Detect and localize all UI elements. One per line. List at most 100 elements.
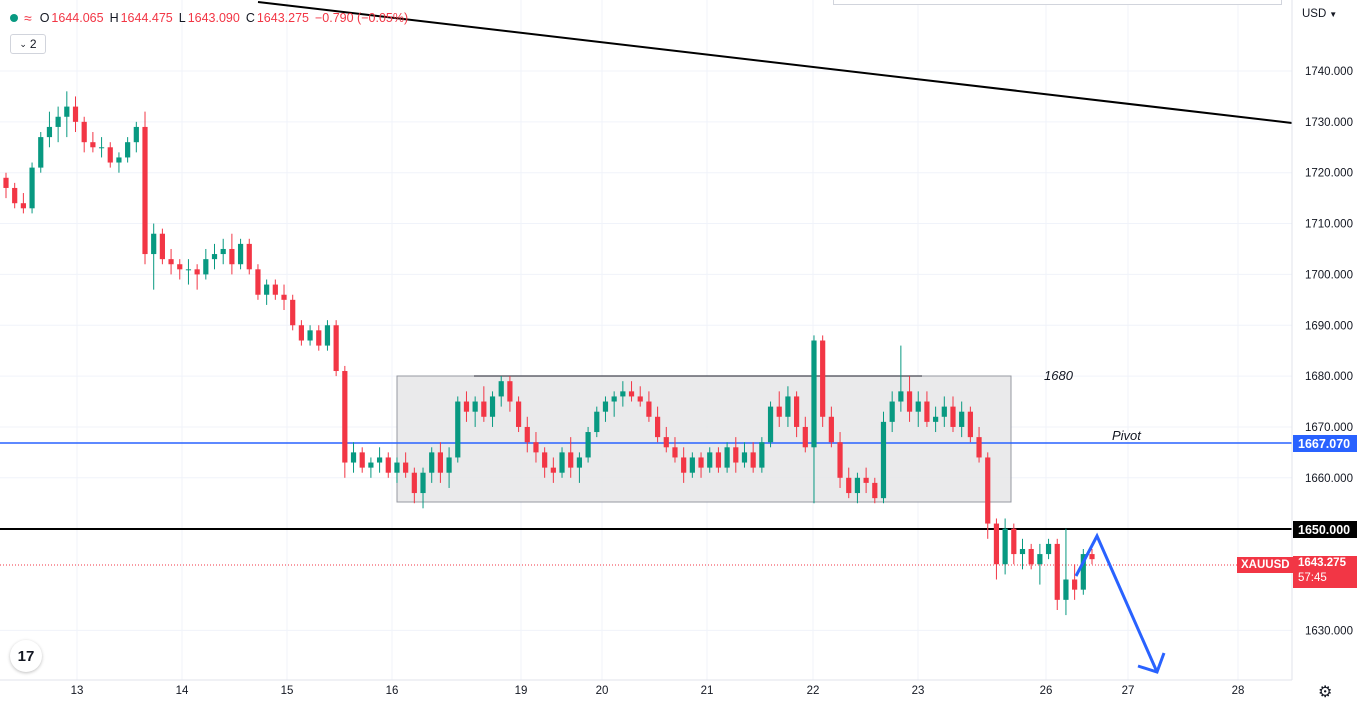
candle[interactable] (698, 452, 704, 478)
candle[interactable] (898, 345, 904, 412)
candle[interactable] (559, 447, 565, 478)
candle[interactable] (1054, 538, 1060, 611)
candle[interactable] (246, 238, 252, 275)
candle[interactable] (133, 121, 139, 153)
candle[interactable] (64, 91, 70, 138)
candle[interactable] (863, 467, 869, 494)
candle[interactable] (220, 238, 226, 265)
candle[interactable] (316, 325, 322, 351)
candle[interactable] (498, 376, 504, 407)
candle[interactable] (967, 406, 973, 443)
candle[interactable] (420, 467, 426, 509)
candle[interactable] (429, 447, 435, 483)
candle[interactable] (993, 518, 1000, 580)
candle[interactable] (98, 137, 105, 158)
candle[interactable] (689, 452, 695, 478)
candle[interactable] (924, 391, 930, 427)
candle[interactable] (837, 432, 843, 488)
candle[interactable] (264, 279, 270, 305)
candle[interactable] (620, 381, 626, 407)
candle[interactable] (194, 264, 200, 290)
candle[interactable] (750, 442, 756, 473)
candle[interactable] (950, 396, 956, 433)
candle[interactable] (12, 182, 18, 209)
candle[interactable] (646, 391, 652, 422)
candle[interactable] (785, 386, 791, 427)
candle[interactable] (959, 401, 965, 438)
candle[interactable] (933, 406, 939, 433)
candle[interactable] (1002, 518, 1008, 575)
candle[interactable] (107, 142, 113, 168)
candle[interactable] (307, 325, 313, 346)
candle[interactable] (602, 396, 609, 422)
candle[interactable] (524, 416, 530, 453)
tradingview-logo-icon[interactable]: 17 (10, 640, 42, 672)
candle[interactable] (1063, 528, 1069, 616)
candle[interactable] (872, 477, 878, 504)
projection-arrow[interactable] (1074, 532, 1159, 673)
candle[interactable] (854, 472, 861, 504)
candle[interactable] (1080, 548, 1086, 595)
candle[interactable] (142, 111, 148, 265)
candle[interactable] (481, 386, 487, 422)
candle[interactable] (255, 264, 261, 300)
candle[interactable] (342, 365, 348, 478)
candle[interactable] (177, 259, 183, 280)
candle[interactable] (759, 437, 765, 473)
candle[interactable] (116, 152, 122, 173)
candle[interactable] (681, 447, 687, 483)
candle[interactable] (515, 396, 522, 433)
candle[interactable] (463, 391, 470, 422)
candle[interactable] (403, 452, 409, 478)
candle[interactable] (724, 442, 730, 473)
candle[interactable] (628, 381, 635, 402)
candle[interactable] (767, 401, 774, 448)
candle[interactable] (550, 457, 556, 483)
candle[interactable] (350, 442, 357, 473)
candle[interactable] (1011, 523, 1017, 565)
candle[interactable] (741, 442, 748, 468)
candle[interactable] (20, 193, 26, 214)
indicators-toggle-button[interactable]: ⌄ 2 (10, 34, 46, 54)
candle[interactable] (81, 116, 87, 153)
candle[interactable] (811, 335, 817, 504)
candle[interactable] (794, 391, 800, 438)
candle[interactable] (281, 284, 287, 310)
candle[interactable] (203, 248, 209, 280)
candle[interactable] (707, 447, 713, 473)
candle[interactable] (72, 96, 79, 133)
candle[interactable] (1072, 564, 1078, 600)
candle[interactable] (672, 437, 678, 463)
candle[interactable] (446, 447, 452, 488)
candle[interactable] (941, 396, 947, 427)
candle[interactable] (594, 406, 600, 438)
candle[interactable] (820, 335, 826, 427)
candle[interactable] (394, 457, 400, 483)
candle[interactable] (507, 376, 513, 412)
candle[interactable] (542, 447, 548, 478)
candle[interactable] (229, 233, 235, 275)
candle[interactable] (976, 426, 982, 463)
candle[interactable] (333, 320, 339, 377)
candle[interactable] (889, 391, 895, 433)
candle[interactable] (29, 162, 35, 214)
candle[interactable] (611, 391, 617, 417)
candle[interactable] (802, 416, 808, 453)
candle[interactable] (846, 467, 852, 499)
candle[interactable] (368, 457, 374, 478)
candle[interactable] (3, 172, 9, 199)
candle[interactable] (185, 259, 192, 285)
candle[interactable] (237, 238, 244, 270)
candle[interactable] (298, 320, 304, 346)
candle[interactable] (1037, 543, 1043, 585)
candle[interactable] (489, 391, 496, 427)
candle[interactable] (906, 376, 913, 422)
candle[interactable] (385, 452, 391, 478)
candle[interactable] (915, 391, 921, 427)
candle[interactable] (455, 396, 461, 463)
candle[interactable] (272, 279, 278, 300)
candle[interactable] (776, 391, 782, 427)
candle[interactable] (90, 132, 96, 153)
candle[interactable] (1019, 538, 1026, 570)
candle[interactable] (1089, 548, 1095, 565)
